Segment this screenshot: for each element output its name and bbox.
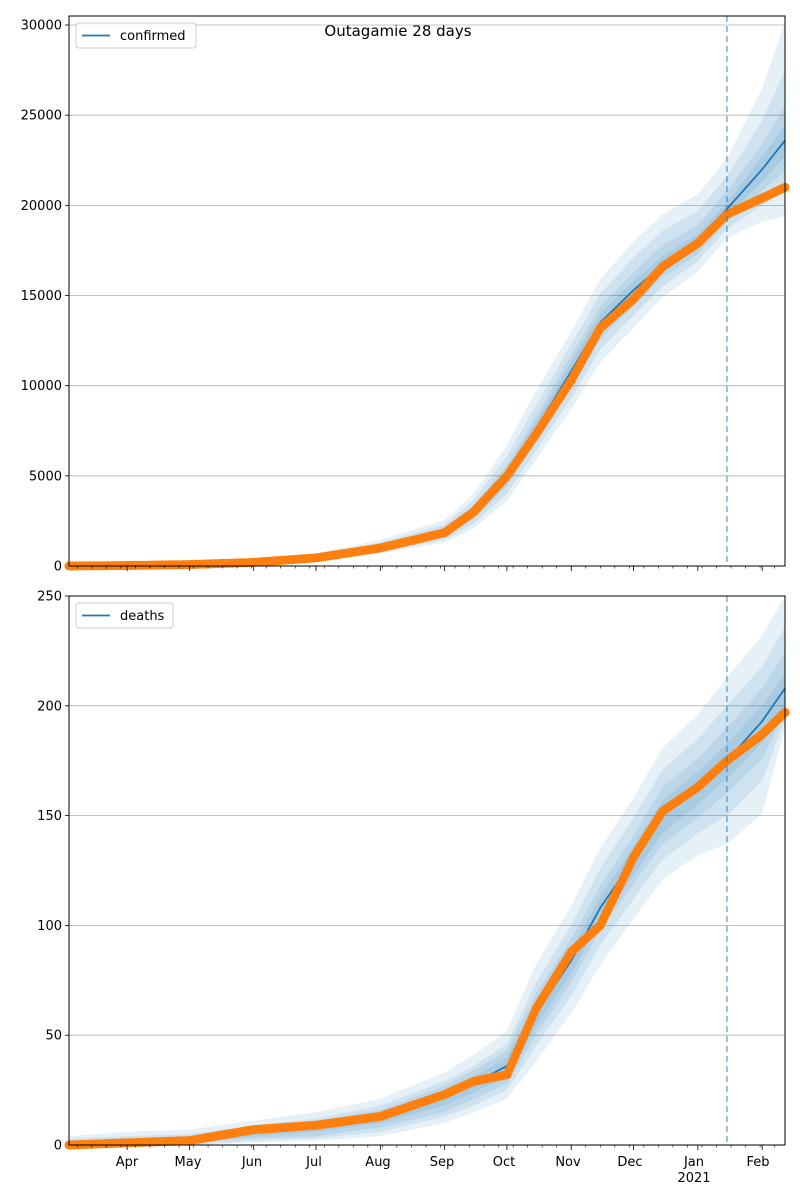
deaths-band-0 <box>69 596 785 1145</box>
deaths-legend-box <box>75 602 174 629</box>
confirmed-y-tick-label-5: 25000 <box>21 109 62 124</box>
confirmed-legend: confirmed <box>75 22 197 49</box>
x-tick-label-may: May <box>175 1155 202 1170</box>
confirmed-y-tick-label-3: 15000 <box>21 289 62 304</box>
confirmed-band-2 <box>69 106 785 566</box>
deaths-y-tick-label-1: 50 <box>45 1029 62 1044</box>
confirmed-observed-points <box>64 182 790 571</box>
x-tick-label-feb: Feb <box>746 1155 769 1170</box>
deaths-y-tick-label-3: 150 <box>37 809 62 824</box>
x-tick-label-jul: Jul <box>305 1155 322 1170</box>
confirmed-model-line <box>68 139 786 567</box>
confirmed-y-tick-label-0: 0 <box>54 560 62 575</box>
confirmed-band-1 <box>69 70 785 566</box>
confirmed-y-tick-label-4: 20000 <box>21 199 62 214</box>
x-tick-label-oct: Oct <box>493 1155 515 1170</box>
x-tick-label-apr: Apr <box>116 1155 139 1170</box>
deaths-y-tick-label-0: 0 <box>54 1139 62 1154</box>
confirmed-legend-label: confirmed <box>120 29 186 44</box>
confirmed-legend-box <box>75 22 197 49</box>
confirmed-axes-frame <box>68 15 786 567</box>
deaths-y-tick-label-4: 200 <box>37 699 62 714</box>
deaths-band-2 <box>69 653 785 1145</box>
deaths-legend: deaths <box>75 602 174 629</box>
deaths-y-tick-label-5: 250 <box>37 590 62 605</box>
deaths-axes-frame <box>68 595 786 1146</box>
x-tick-label-jun: Jun <box>241 1155 262 1170</box>
confirmed-band-0 <box>69 21 785 566</box>
x-tick-label-sep: Sep <box>430 1155 455 1170</box>
confirmed-panel: 0 5000 10000 15000 20000 25000 30000 confirmed <box>21 15 790 575</box>
deaths-observed-points <box>64 707 790 1150</box>
deaths-panel: 0 50 100 150 200 250 deaths <box>37 590 790 1154</box>
deaths-legend-label: deaths <box>120 609 165 624</box>
deaths-y-tick-label-2: 100 <box>37 919 62 934</box>
x-tick-label-jan: Jan <box>683 1155 704 1170</box>
x-tick-label-aug: Aug <box>365 1155 390 1170</box>
deaths-band-1 <box>69 626 785 1145</box>
confirmed-band-3 <box>69 124 785 566</box>
confirmed-y-tick-label-6: 30000 <box>21 19 62 34</box>
x-year-label: 2021 <box>677 1171 710 1186</box>
x-tick-label-nov: Nov <box>555 1155 581 1170</box>
confirmed-y-tick-label-1: 5000 <box>29 469 62 484</box>
x-axis-labels: Apr May Jun Jul Aug Sep Oct Nov Dec Jan … <box>116 1155 770 1186</box>
x-tick-label-dec: Dec <box>617 1155 642 1170</box>
figure-title: Outagamie 28 days <box>324 22 471 40</box>
confirmed-y-tick-label-2: 10000 <box>21 379 62 394</box>
